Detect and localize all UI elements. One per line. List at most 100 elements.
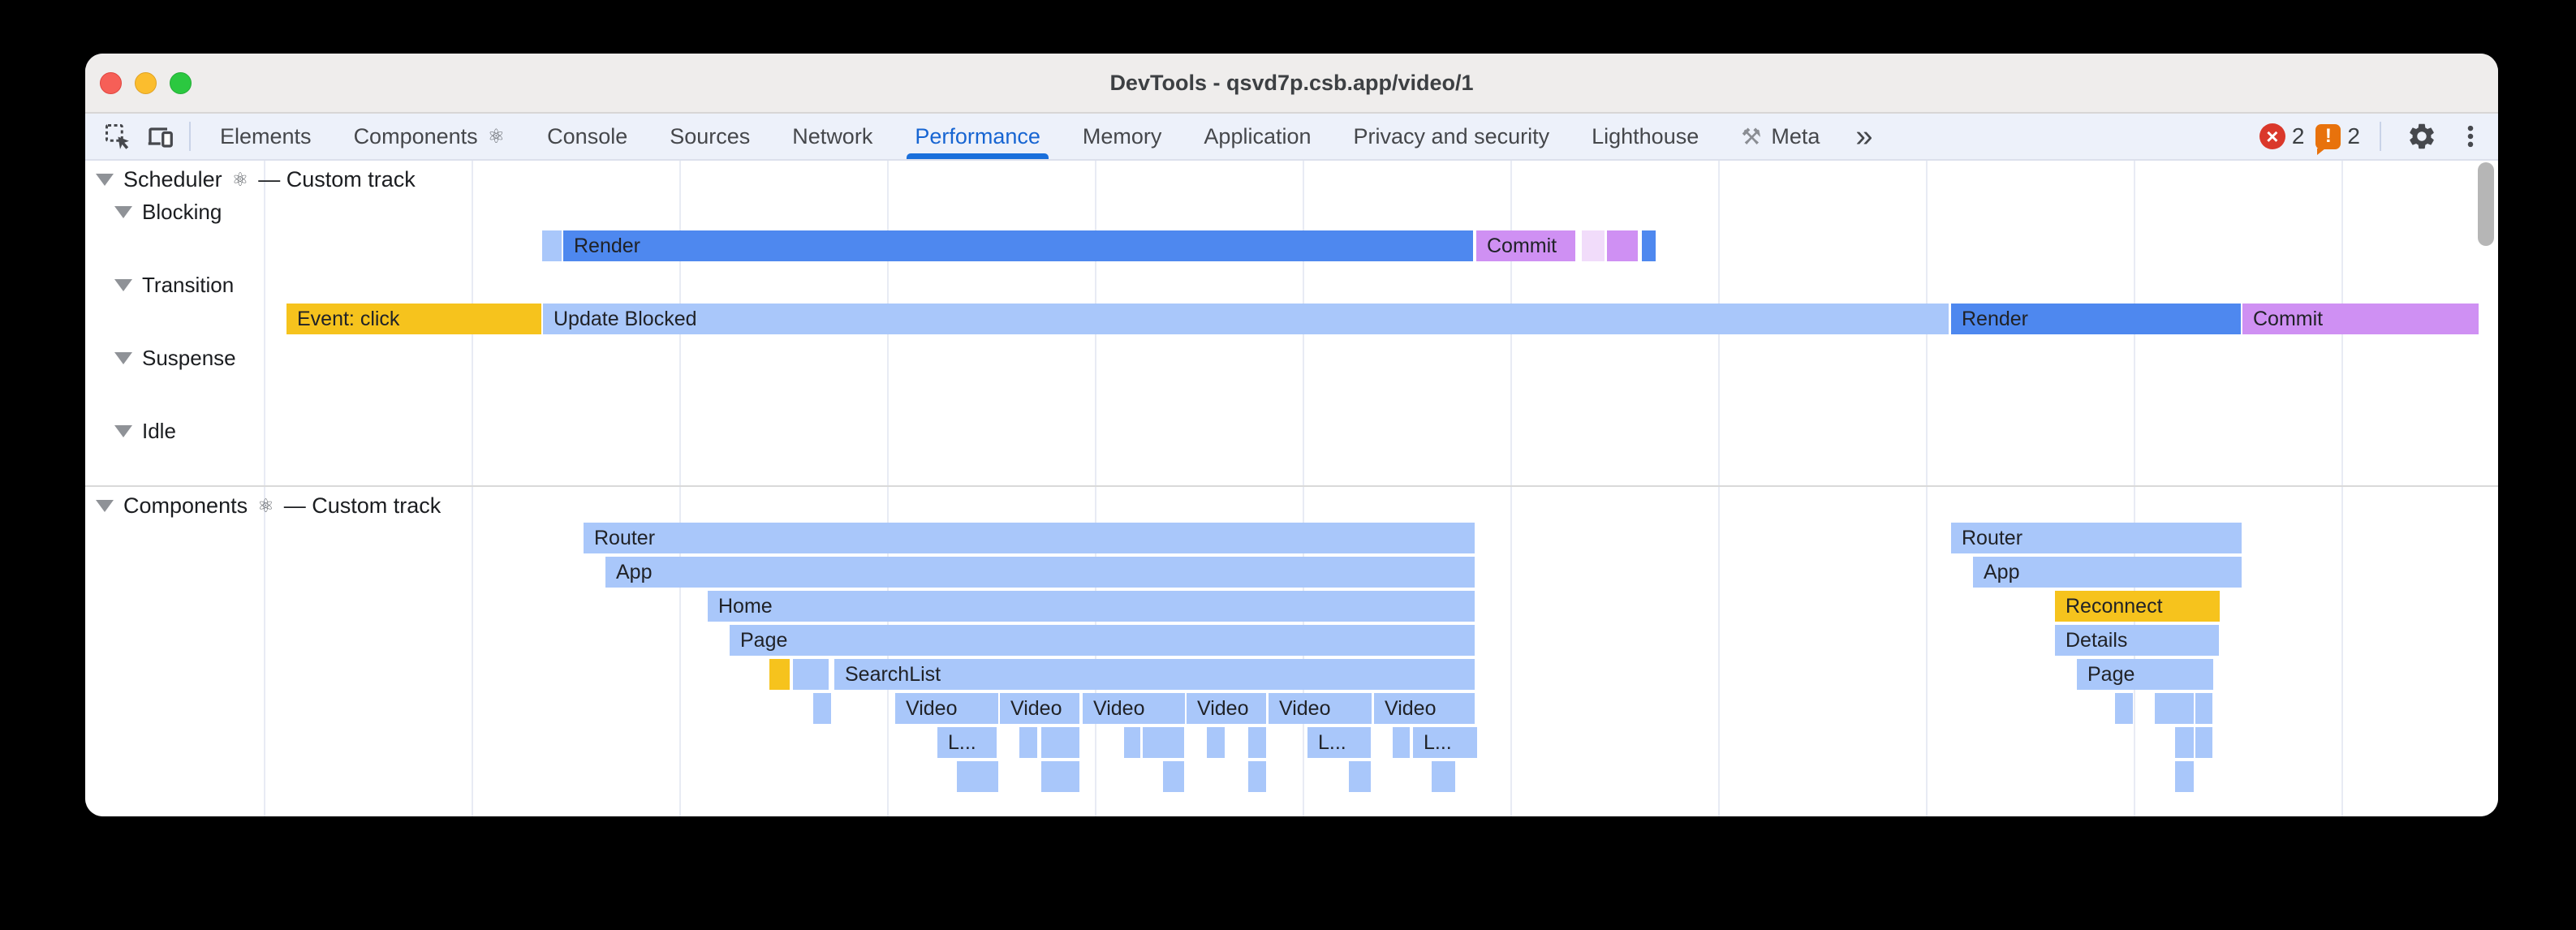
flame-bar-video[interactable]: Video xyxy=(1374,693,1475,724)
flame-bar[interactable] xyxy=(1642,230,1656,261)
flame-bar[interactable] xyxy=(1019,727,1037,758)
lane-label-suspense[interactable]: Suspense xyxy=(114,346,236,371)
flame-bar[interactable] xyxy=(813,693,831,724)
flame-bar-video[interactable]: Video xyxy=(1083,693,1185,724)
flame-bar[interactable] xyxy=(1607,230,1638,261)
collapse-triangle-icon[interactable] xyxy=(114,425,132,437)
flame-bar[interactable] xyxy=(1207,727,1225,758)
tab-label: Meta xyxy=(1771,123,1820,149)
titlebar: DevTools - qsvd7p.csb.app/video/1 xyxy=(85,54,2498,114)
kebab-menu-icon[interactable] xyxy=(2454,114,2487,159)
flame-bar[interactable] xyxy=(1041,727,1079,758)
tab-lighthouse[interactable]: Lighthouse xyxy=(1570,114,1720,159)
collapse-triangle-icon[interactable] xyxy=(114,206,132,218)
flame-bar-commit[interactable]: Commit xyxy=(2242,304,2479,334)
flame-bar[interactable] xyxy=(769,659,790,690)
tab-console[interactable]: Console xyxy=(526,114,648,159)
lane-label-transition[interactable]: Transition xyxy=(114,273,234,298)
tab-meta[interactable]: ⚒ Meta xyxy=(1720,114,1841,159)
flame-bar[interactable] xyxy=(2175,727,2194,758)
flame-bar-page[interactable]: Page xyxy=(730,625,1475,656)
collapse-triangle-icon[interactable] xyxy=(114,279,132,291)
lane-label-blocking[interactable]: Blocking xyxy=(114,200,222,225)
flame-bar[interactable] xyxy=(1163,761,1184,792)
tab-privacy-and-security[interactable]: Privacy and security xyxy=(1333,114,1571,159)
track-suffix: — Custom track xyxy=(283,493,442,518)
more-tabs-icon[interactable]: » xyxy=(1855,118,1873,153)
flame-bar[interactable] xyxy=(1041,761,1079,792)
warning-icon: ! xyxy=(2315,123,2341,155)
lane-label-idle[interactable]: Idle xyxy=(114,419,176,444)
inspect-element-icon[interactable] xyxy=(97,114,139,159)
flame-bar-video[interactable]: Video xyxy=(1269,693,1372,724)
flame-bar-l[interactable]: L... xyxy=(1413,727,1477,758)
tab-elements[interactable]: Elements xyxy=(199,114,333,159)
flame-bar-video[interactable]: Video xyxy=(1187,693,1266,724)
timeline-gridline xyxy=(264,161,265,816)
flame-bar-router[interactable]: Router xyxy=(584,523,1475,553)
settings-gear-icon[interactable] xyxy=(2401,114,2443,159)
flame-bar[interactable] xyxy=(957,761,998,792)
warning-counter[interactable]: ! 2 xyxy=(2315,123,2360,155)
flame-bar[interactable] xyxy=(793,659,829,690)
flame-bar-app[interactable]: App xyxy=(605,557,1475,588)
tab-memory[interactable]: Memory xyxy=(1062,114,1183,159)
flame-bar[interactable] xyxy=(1432,761,1455,792)
flame-bar[interactable] xyxy=(1349,761,1371,792)
flame-bar-l[interactable]: L... xyxy=(1307,727,1371,758)
collapse-triangle-icon[interactable] xyxy=(114,352,132,364)
flame-bar[interactable] xyxy=(2195,693,2212,724)
close-window-button[interactable] xyxy=(100,71,122,94)
flame-bar[interactable] xyxy=(542,230,562,261)
tab-label: Network xyxy=(792,123,873,149)
flame-bar-l[interactable]: L... xyxy=(937,727,997,758)
flame-bar-video[interactable]: Video xyxy=(1000,693,1079,724)
flame-bar-router[interactable]: Router xyxy=(1951,523,2242,553)
error-counter[interactable]: × 2 xyxy=(2259,123,2304,149)
flame-bar[interactable] xyxy=(1248,727,1266,758)
flame-bar-searchlist[interactable]: SearchList xyxy=(834,659,1475,690)
warning-count: 2 xyxy=(2347,123,2360,149)
flame-bar-page[interactable]: Page xyxy=(2077,659,2213,690)
tab-network[interactable]: Network xyxy=(771,114,894,159)
flame-bar[interactable] xyxy=(1143,727,1184,758)
error-icon: × xyxy=(2259,123,2285,149)
tab-performance[interactable]: Performance xyxy=(894,114,1062,159)
flame-bar-event-click[interactable]: Event: click xyxy=(286,304,541,334)
tab-label: Privacy and security xyxy=(1353,123,1550,149)
flame-bar[interactable] xyxy=(1248,761,1266,792)
zoom-window-button[interactable] xyxy=(170,71,192,94)
track-header-scheduler[interactable]: Scheduler ⚛ — Custom track xyxy=(96,167,416,192)
tab-label: Elements xyxy=(220,123,312,149)
minimize-window-button[interactable] xyxy=(135,71,157,94)
flame-bar-details[interactable]: Details xyxy=(2055,625,2219,656)
flame-bar-commit[interactable]: Commit xyxy=(1476,230,1575,261)
flame-bar[interactable] xyxy=(2115,693,2133,724)
tab-sources[interactable]: Sources xyxy=(648,114,771,159)
flame-bar-video[interactable]: Video xyxy=(895,693,998,724)
timeline-gridline xyxy=(1926,161,1928,816)
devtools-window: DevTools - qsvd7p.csb.app/video/1 Elemen… xyxy=(85,54,2498,816)
flame-bar[interactable] xyxy=(1124,727,1140,758)
flame-bar[interactable] xyxy=(2155,693,2194,724)
collapse-triangle-icon[interactable] xyxy=(96,174,114,186)
flame-bar-home[interactable]: Home xyxy=(708,591,1475,622)
flame-bar-reconnect[interactable]: Reconnect xyxy=(2055,591,2220,622)
flame-bar[interactable] xyxy=(2175,761,2194,792)
flame-bar-render[interactable]: Render xyxy=(1951,304,2241,334)
flame-bar-app[interactable]: App xyxy=(1973,557,2242,588)
flame-bar[interactable] xyxy=(1393,727,1410,758)
vertical-scrollbar-thumb[interactable] xyxy=(2478,162,2494,246)
flame-bar-update-blocked[interactable]: Update Blocked xyxy=(543,304,1949,334)
tab-application[interactable]: Application xyxy=(1182,114,1332,159)
flame-bar[interactable] xyxy=(1582,230,1605,261)
track-header-components[interactable]: Components ⚛ — Custom track xyxy=(96,493,441,519)
flame-bar[interactable] xyxy=(2195,727,2212,758)
traffic-lights xyxy=(100,54,192,112)
device-toolbar-icon[interactable] xyxy=(139,114,181,159)
flame-bar-render[interactable]: Render xyxy=(563,230,1473,261)
collapse-triangle-icon[interactable] xyxy=(96,500,114,512)
tab-components[interactable]: Components ⚛ xyxy=(333,114,527,159)
track-name: Components xyxy=(123,493,248,518)
